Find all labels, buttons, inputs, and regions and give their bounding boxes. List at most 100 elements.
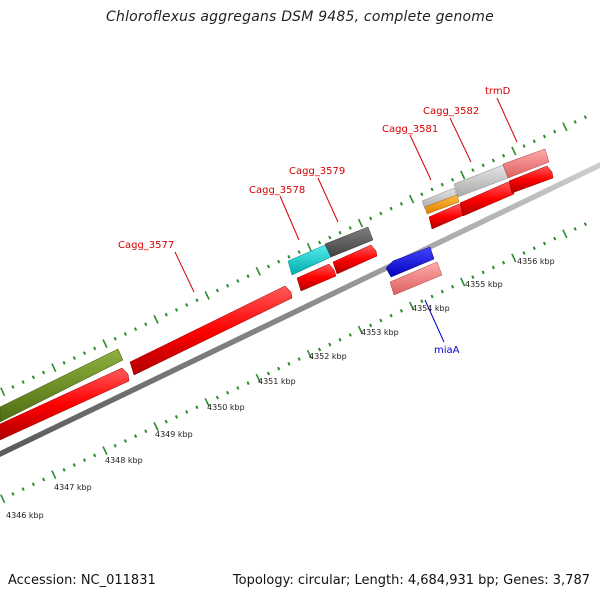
forward-cds-track — [0, 165, 554, 441]
minor-tick — [501, 153, 506, 158]
minor-tick — [236, 386, 240, 390]
genome-summary-text: Topology: circular; Length: 4,684,931 bp… — [232, 573, 590, 588]
major-tick — [51, 470, 57, 480]
minor-tick — [573, 227, 577, 231]
minor-tick — [21, 380, 25, 384]
minor-tick — [195, 298, 199, 303]
major-tick — [408, 301, 415, 311]
kbp-label: 4353 kbp — [361, 328, 399, 337]
major-tick — [0, 387, 6, 397]
minor-tick — [174, 307, 179, 312]
minor-tick — [338, 337, 342, 342]
label-cagg-3577: Cagg_3577 — [118, 240, 174, 251]
minor-tick — [225, 390, 230, 395]
minor-tick — [379, 211, 383, 216]
feature-cagg-3577 — [129, 285, 293, 376]
minor-tick — [277, 366, 281, 371]
kbp-label: 4351 kbp — [258, 377, 296, 386]
minor-tick — [11, 492, 15, 496]
minor-tick — [369, 216, 373, 221]
major-tick — [511, 146, 517, 156]
leader-cagg-3582 — [449, 117, 472, 163]
outer-tick-ring — [0, 115, 588, 397]
minor-tick — [522, 144, 526, 148]
minor-tick — [542, 134, 547, 139]
minor-tick — [174, 414, 179, 419]
minor-tick — [82, 351, 87, 356]
minor-tick — [164, 419, 168, 424]
minor-tick — [113, 336, 117, 341]
minor-tick — [266, 371, 271, 376]
minor-tick — [348, 333, 352, 337]
minor-tick — [82, 458, 87, 463]
major-tick — [255, 266, 261, 276]
minor-tick — [93, 346, 97, 351]
minor-tick — [440, 289, 444, 294]
major-tick — [153, 315, 159, 324]
kbp-label: 4349 kbp — [155, 430, 193, 439]
major-tick — [306, 242, 313, 252]
minor-tick — [144, 429, 148, 434]
kbp-label: 4347 kbp — [54, 483, 92, 492]
minor-tick — [266, 264, 271, 269]
feature-dark-gray — [324, 226, 374, 258]
kbp-label: 4350 kbp — [207, 403, 245, 412]
minor-tick — [144, 322, 148, 327]
minor-tick — [328, 342, 332, 347]
major-tick — [357, 325, 364, 335]
minor-tick — [113, 443, 117, 448]
reverse-track — [385, 246, 443, 296]
kbp-label: 4356 kbp — [517, 257, 555, 266]
major-tick — [562, 122, 568, 132]
major-tick — [153, 422, 159, 431]
feature-orange — [424, 194, 460, 215]
leader-cagg-3581 — [409, 134, 432, 181]
minor-tick — [450, 284, 455, 289]
feature-green — [0, 348, 124, 423]
minor-tick — [553, 236, 557, 241]
feature-mia-a-blue — [385, 246, 435, 278]
minor-tick — [583, 115, 588, 120]
minor-tick — [399, 308, 404, 313]
major-tick — [102, 339, 108, 348]
minor-tick — [236, 279, 240, 283]
major-tick — [306, 349, 313, 359]
minor-tick — [317, 240, 322, 245]
feature-cagg-3578 — [296, 263, 337, 292]
major-tick — [0, 494, 6, 504]
minor-tick — [62, 360, 66, 365]
minor-tick — [185, 410, 189, 414]
minor-tick — [553, 129, 557, 134]
forward-colored-track — [0, 148, 550, 423]
major-tick — [460, 277, 466, 287]
minor-tick — [317, 347, 322, 352]
minor-tick — [481, 270, 485, 275]
minor-tick — [93, 453, 97, 458]
feature-cagg-3579 — [332, 244, 378, 275]
minor-tick — [522, 251, 526, 255]
inner-tick-ring — [0, 222, 588, 504]
minor-tick — [225, 283, 230, 288]
scale-labels: 4346 kbp 4347 kbp 4348 kbp 4349 kbp 4350… — [6, 257, 555, 520]
major-tick — [204, 290, 210, 300]
minor-tick — [471, 275, 475, 280]
kbp-label: 4352 kbp — [309, 352, 347, 361]
leader-mia-a — [424, 299, 445, 343]
minor-tick — [420, 192, 424, 197]
major-tick — [51, 363, 57, 373]
gene-labels: Cagg_3577 Cagg_3578 Cagg_3579 Cagg_3581 … — [118, 86, 511, 356]
minor-tick — [72, 356, 76, 360]
minor-tick — [287, 361, 291, 366]
label-cagg-3579: Cagg_3579 — [289, 166, 345, 177]
minor-tick — [369, 323, 373, 328]
minor-tick — [450, 177, 455, 182]
label-leaders — [174, 97, 518, 343]
minor-tick — [583, 222, 588, 227]
feature-pink — [502, 148, 550, 179]
leader-cagg-3577 — [174, 251, 195, 293]
major-tick — [204, 397, 210, 407]
label-mia-a: miaA — [434, 345, 460, 356]
minor-tick — [532, 246, 536, 251]
minor-tick — [348, 226, 352, 230]
minor-tick — [389, 313, 393, 318]
